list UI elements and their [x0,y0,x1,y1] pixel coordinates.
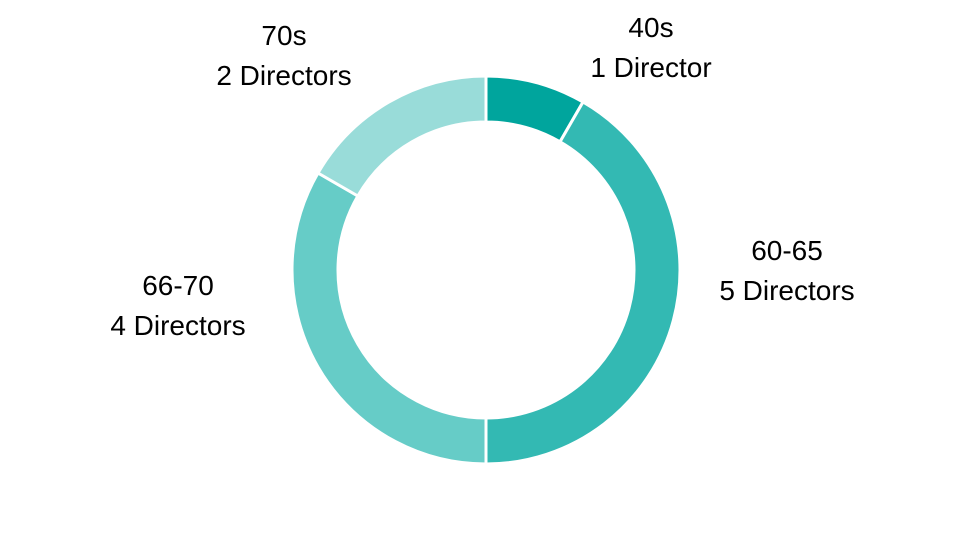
donut-slice-70s [315,74,488,199]
donut-slice-66-70 [290,170,488,466]
label-60-65-value: 5 Directors [719,275,855,306]
label-66-70: 66-70 4 Directors [68,266,288,346]
label-60-65-category: 60-65 [751,235,823,266]
donut-slice-60-65 [484,99,682,466]
label-40s: 40s 1 Director [541,8,761,88]
label-66-70-value: 4 Directors [110,310,246,341]
label-66-70-category: 66-70 [142,270,214,301]
label-40s-value: 1 Director [590,52,712,83]
label-60-65: 60-65 5 Directors [677,231,897,311]
label-70s-category: 70s [261,20,307,51]
label-40s-category: 40s [628,12,674,43]
label-70s: 70s 2 Directors [174,16,394,96]
label-70s-value: 2 Directors [216,60,352,91]
